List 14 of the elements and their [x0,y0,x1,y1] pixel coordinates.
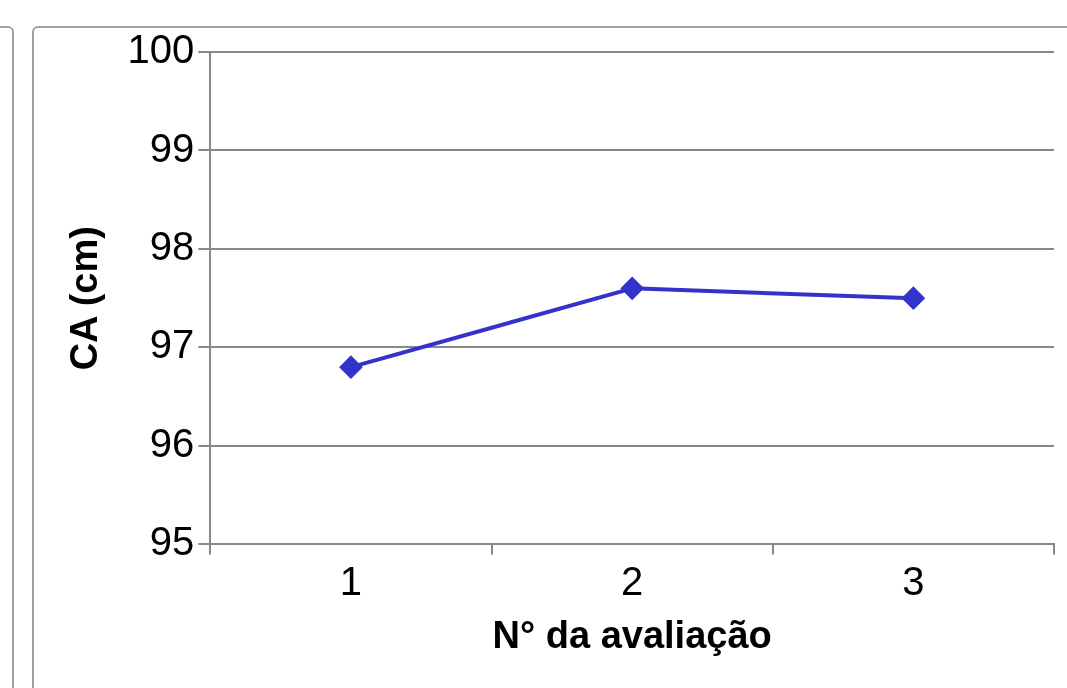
point [621,277,644,300]
y-tick-label: 100 [127,27,195,72]
x-axis-title: N° da avaliação [492,613,772,656]
y-tick-label: 96 [149,420,195,465]
x-tick-label: 2 [621,559,644,604]
y-tick-label: 95 [149,519,195,564]
y-tick-label: 97 [149,322,195,367]
x-tick-label: 1 [339,559,363,604]
point [902,287,925,310]
y-tick-label: 99 [149,125,195,170]
x-tick-label: 3 [902,559,925,604]
point [339,356,362,379]
y-axis-title: CA (cm) [63,226,106,371]
y-tick-label: 98 [149,223,195,268]
